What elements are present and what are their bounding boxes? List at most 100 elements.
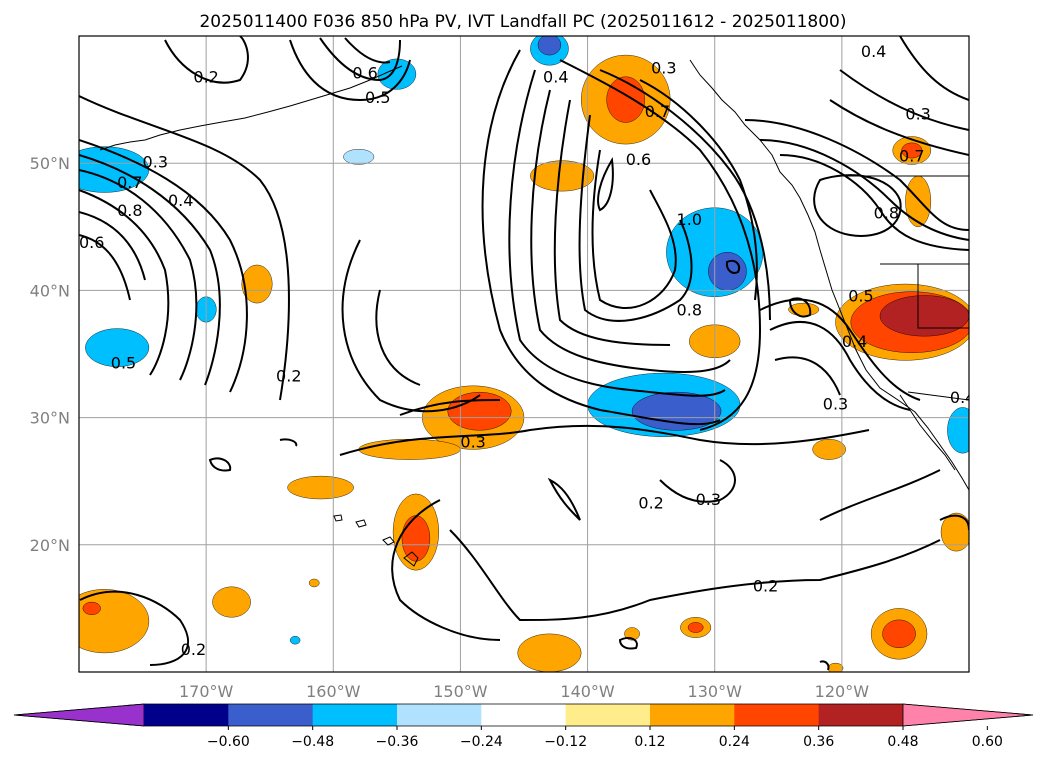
- hawaii-island-maui: [382, 536, 395, 546]
- contour-label: 0.2: [753, 576, 778, 595]
- aleutian-islands: [99, 65, 403, 151]
- pv-shaded-region: [812, 439, 846, 460]
- graticule: [79, 36, 969, 672]
- us-state-border-2: [917, 264, 969, 329]
- contour-label: 0.2: [181, 640, 206, 659]
- colorbar-segment: [650, 704, 735, 726]
- hawaii-island-kauai: [333, 514, 343, 522]
- pv-shaded-region: [901, 142, 923, 159]
- longitude-tick-label: 170°W: [179, 682, 234, 701]
- latitude-tick-label: 20°N: [30, 536, 70, 555]
- colorbar-tick-label: −0.24: [460, 734, 503, 750]
- pv-shaded-region: [447, 391, 512, 431]
- contour-label: 0.8: [677, 300, 702, 319]
- colorbar-frame: [13, 703, 1034, 727]
- colorbar-tick-label: −0.36: [376, 734, 419, 750]
- colorbar-extend-min: [13, 703, 145, 727]
- contour-label: 0.8: [117, 201, 142, 220]
- contour-label: 0.2: [193, 68, 218, 87]
- contour-label: 0.4: [950, 388, 975, 407]
- contour-label: 0.5: [111, 354, 136, 373]
- map-title: 2025011400 F036 850 hPa PV, IVT Landfall…: [199, 12, 846, 32]
- hawaii-island-big: [403, 551, 419, 567]
- colorbar-tick-label: 0.12: [634, 734, 665, 750]
- pv-shaded-region: [85, 328, 150, 367]
- contour-labels: 0.2 0.60.50.30.40.70.80.60.50.20.4 0.30.70…: [79, 42, 975, 659]
- pv-shaded-region: [631, 391, 722, 431]
- contour-label: 0.7: [117, 173, 142, 192]
- contour-label: 0.4: [861, 42, 886, 61]
- longitude-tick-label: 120°W: [815, 682, 870, 701]
- hawaii-island-oahu: [355, 519, 367, 528]
- map-panel[interactable]: 0.2 0.60.50.30.40.70.80.60.50.20.4 0.30.70…: [60, 32, 978, 673]
- pv-shaded-region: [287, 475, 354, 500]
- pv-shaded-region: [947, 407, 969, 454]
- colorbar-segment: [818, 704, 904, 726]
- pv-shaded-region: [517, 633, 582, 672]
- contour-label: 0.4: [543, 68, 568, 87]
- colorbar-segment: [481, 704, 567, 726]
- pv-shaded-region: [308, 578, 320, 588]
- contour-label: 0.3: [696, 490, 721, 509]
- colorbar-extend-max: [902, 703, 1034, 727]
- contour-label: 0.4: [842, 332, 867, 351]
- contour-label: 0.6: [352, 64, 377, 83]
- colorbar-tick-label: 0.24: [719, 734, 750, 750]
- longitude-tick-label: 140°W: [560, 682, 615, 701]
- longitude-tick-label: 150°W: [433, 682, 488, 701]
- latitude-tick-label: 40°N: [30, 281, 70, 300]
- pv-shaded-region: [377, 58, 417, 90]
- pv-shaded-region: [358, 439, 461, 460]
- colorbar-segment: [397, 704, 482, 726]
- pv-shaded-region: [82, 601, 101, 615]
- contour-label: 0.6: [79, 233, 104, 252]
- contour-label: 0.3: [143, 153, 168, 172]
- contour-label: 0.3: [460, 433, 485, 452]
- colorbar: −0.60 −0.48 −0.36 −0.24 −0.12 0.12 0.24 0.36 0.4…: [13, 703, 1034, 750]
- contour-label: 0.3: [823, 394, 848, 413]
- pv-shaded-region: [212, 586, 251, 618]
- pv-shaded-region: [905, 175, 932, 227]
- pv-shaded-region: [289, 636, 301, 645]
- pv-shaded-region: [401, 515, 431, 562]
- pv-shaded-region: [687, 622, 704, 633]
- pv-shaded-region: [708, 252, 747, 291]
- alaska-coast: [689, 59, 969, 491]
- longitude-tick-labels: 170°W 160°W 150°W 140°W 130°W 120°W: [179, 682, 869, 701]
- colorbar-tick-label: 0.60: [972, 734, 1003, 750]
- pv-shaded-region: [79, 589, 150, 654]
- pv-contours: [79, 36, 969, 671]
- contour-label: 1.0: [677, 210, 702, 229]
- mexico-border: [907, 391, 969, 401]
- pv-shaded-region: [343, 149, 375, 165]
- contour-label: 0.7: [645, 102, 670, 121]
- colorbar-tick-label: −0.48: [291, 734, 334, 750]
- colorbar-segment: [312, 704, 398, 726]
- contour-label: 0.5: [848, 286, 873, 305]
- pv-shaded-region: [241, 264, 273, 304]
- pv-shaded-region: [606, 76, 645, 123]
- map-background: [79, 36, 969, 672]
- latitude-tick-label: 50°N: [30, 154, 70, 173]
- pv-shaded-region: [537, 36, 562, 56]
- contour-label: 0.3: [905, 104, 930, 123]
- colorbar-segment: [144, 704, 229, 726]
- colorbar-segment: [734, 704, 820, 726]
- contour-label: 0.2: [276, 366, 301, 385]
- contour-label: 0.3: [651, 59, 676, 78]
- latitude-tick-labels: 20°N 30°N 40°N 50°N: [30, 154, 70, 555]
- colorbar-segment: [228, 704, 314, 726]
- pv-shaded-region: [882, 619, 916, 649]
- colorbar-tick-label: 0.48: [887, 734, 918, 750]
- contour-label: 0.5: [365, 88, 390, 107]
- longitude-tick-label: 160°W: [306, 682, 361, 701]
- contour-label: 0.2: [638, 494, 663, 513]
- colorbar-tick-label: −0.60: [207, 734, 250, 750]
- contour-label: 0.6: [626, 150, 651, 169]
- map-frame: [78, 35, 970, 673]
- contour-label: 0.8: [874, 204, 899, 223]
- contour-label: 0.7: [899, 146, 924, 165]
- latitude-tick-label: 30°N: [30, 409, 70, 428]
- colorbar-segment: [565, 704, 651, 726]
